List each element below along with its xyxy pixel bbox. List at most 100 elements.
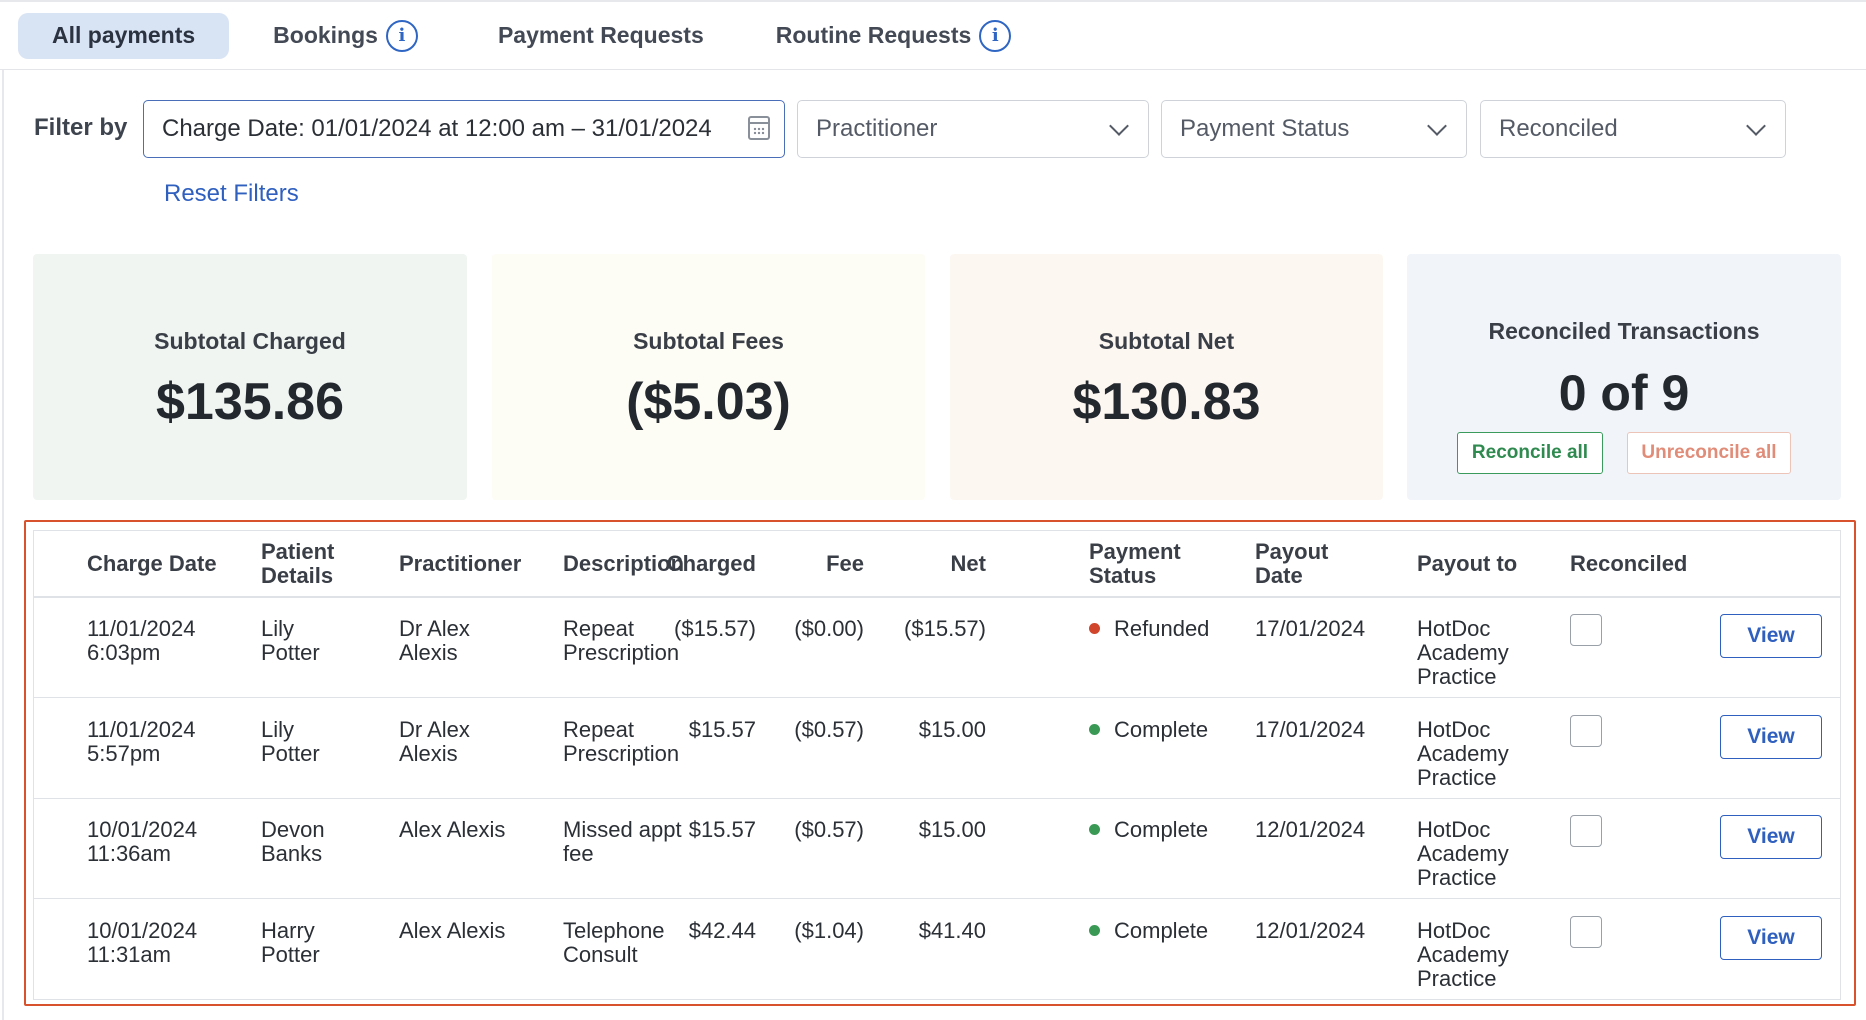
cell-line: ($1.04) — [794, 918, 864, 943]
patient-details-cell: Lily Potter — [261, 617, 320, 665]
practitioner-select[interactable]: Practitioner — [797, 100, 1149, 158]
practitioner-cell: Alex Alexis — [399, 919, 505, 943]
table-row: 11/01/2024 6:03pm Lily Potter Dr Alex Alexis R… — [34, 598, 1840, 698]
cell-line: Harry — [261, 918, 315, 943]
tab-bookings[interactable]: Bookings i — [263, 13, 428, 59]
cell-line: Banks — [261, 841, 323, 866]
practitioner-cell: Dr Alex Alexis — [399, 718, 470, 766]
reconciled-transactions-label: Reconciled Transactions — [1488, 318, 1760, 344]
cell-line: 11/01/2024 — [87, 616, 196, 641]
practitioner-cell: Dr Alex Alexis — [399, 617, 470, 665]
reset-filters-link[interactable]: Reset Filters — [164, 180, 299, 207]
reconciled-select[interactable]: Reconciled — [1480, 100, 1786, 158]
header-divider — [34, 596, 1840, 598]
tab-label: All payments — [52, 22, 196, 48]
cell-line: Lily — [261, 717, 295, 742]
header-line: Details — [261, 563, 334, 588]
header-patient-details: Patient Details — [261, 540, 334, 588]
status-dot-icon — [1089, 925, 1100, 936]
description-cell: Missed appt fee — [563, 818, 682, 866]
left-divider — [2, 70, 4, 1020]
reconciled-transactions-card: Reconciled Transactions 0 of 9 Reconcile… — [1407, 254, 1841, 500]
tab-payment-requests[interactable]: Payment Requests — [488, 13, 714, 59]
cell-line: 10/01/2024 — [87, 817, 198, 842]
payout-date-cell: 17/01/2024 — [1255, 718, 1365, 742]
header-payout-date: Payout Date — [1255, 540, 1328, 588]
table-row: 11/01/2024 5:57pm Lily Potter Dr Alex Alexis R… — [34, 699, 1840, 799]
view-button[interactable]: View — [1720, 614, 1822, 658]
fee-cell: ($0.57) — [774, 718, 864, 742]
tab-routine-requests[interactable]: Routine Requests i — [766, 13, 1022, 59]
cell-line: 12/01/2024 — [1255, 918, 1366, 943]
cell-line: 11:31am — [87, 942, 171, 967]
patient-details-cell: Harry Potter — [261, 919, 320, 967]
cell-line: Practice — [1417, 765, 1497, 790]
cell-line: Alexis — [399, 640, 458, 665]
view-button[interactable]: View — [1720, 815, 1822, 859]
reconciled-checkbox[interactable] — [1570, 715, 1602, 747]
charge-date-cell: 11/01/2024 6:03pm — [87, 617, 195, 665]
cell-line: 6:03pm — [87, 640, 161, 665]
charge-date-filter[interactable]: Charge Date: 01/01/2024 at 12:00 am – 31… — [143, 100, 785, 158]
reconciled-checkbox[interactable] — [1570, 614, 1602, 646]
net-cell: $15.00 — [876, 818, 986, 842]
cell-line: ($0.00) — [794, 616, 864, 641]
header-line: Status — [1089, 563, 1157, 588]
reconciled-checkbox[interactable] — [1570, 815, 1602, 847]
chevron-down-icon — [1109, 116, 1129, 136]
net-cell: $15.00 — [876, 718, 986, 742]
view-button[interactable]: View — [1720, 916, 1822, 960]
cell-line: ($15.57) — [904, 616, 986, 641]
header-payment-status: Payment Status — [1089, 540, 1181, 588]
payout-to-cell: HotDoc Academy Practice — [1417, 818, 1509, 890]
payout-date-cell: 12/01/2024 — [1255, 919, 1365, 943]
payment-status-select[interactable]: Payment Status — [1161, 100, 1467, 158]
subtotal-fees-value: ($5.03) — [626, 373, 791, 431]
cell-line: $15.57 — [688, 817, 756, 842]
header-payout-to: Payout to — [1417, 551, 1518, 576]
subtotal-net-value: $130.83 — [1072, 373, 1261, 431]
subtotal-charged-card: Subtotal Charged $135.86 — [33, 254, 467, 500]
status-text: Refunded — [1114, 616, 1210, 641]
cell-line: ($0.57) — [794, 817, 864, 842]
subtotal-net-card: Subtotal Net $130.83 — [950, 254, 1383, 500]
tab-label: Routine Requests — [775, 22, 972, 48]
reconciled-checkbox[interactable] — [1570, 916, 1602, 948]
status-text: Complete — [1114, 717, 1209, 742]
reconciled-transactions-value: 0 of 9 — [1558, 365, 1690, 421]
practitioner-cell: Alex Alexis — [399, 818, 505, 842]
cell-line: Telephone — [563, 918, 665, 943]
reconcile-all-button[interactable]: Reconcile all — [1457, 432, 1603, 474]
cell-line: fee — [563, 841, 594, 866]
cell-line: 5:57pm — [87, 741, 161, 766]
patient-details-cell: Lily Potter — [261, 718, 320, 766]
charge-date-cell: 10/01/2024 11:31am — [87, 919, 197, 967]
subtotal-charged-value: $135.86 — [156, 373, 344, 431]
payout-to-cell: HotDoc Academy Practice — [1417, 718, 1509, 790]
unreconcile-all-button[interactable]: Unreconcile all — [1627, 432, 1791, 474]
tab-all-payments[interactable]: All payments — [18, 12, 230, 59]
charge-date-cell: 11/01/2024 5:57pm — [87, 718, 195, 766]
chevron-down-icon — [1427, 116, 1447, 136]
header-description: Description — [563, 551, 685, 576]
info-icon[interactable]: i — [979, 19, 1012, 52]
calendar-icon[interactable] — [748, 116, 770, 140]
view-button[interactable]: View — [1720, 715, 1822, 759]
cell-line: Alexis — [399, 741, 458, 766]
cell-line: $41.40 — [918, 918, 986, 943]
cell-line: Lily — [261, 616, 295, 641]
cell-line: Prescription — [563, 640, 680, 665]
cell-line: $15.00 — [918, 717, 986, 742]
table-highlight-frame — [24, 520, 1856, 1006]
net-cell: ($15.57) — [876, 617, 986, 641]
reconciled-select-value: Reconciled — [1499, 115, 1618, 142]
filter-label: Filter by — [34, 114, 128, 141]
subtotal-fees-label: Subtotal Fees — [633, 328, 784, 354]
header-line: Date — [1255, 563, 1303, 588]
info-icon[interactable]: i — [385, 19, 418, 52]
status-dot-icon — [1089, 724, 1100, 735]
cell-line: Alex Alexis — [399, 918, 506, 943]
header-net: Net — [950, 551, 986, 576]
header-fee: Fee — [826, 551, 864, 576]
